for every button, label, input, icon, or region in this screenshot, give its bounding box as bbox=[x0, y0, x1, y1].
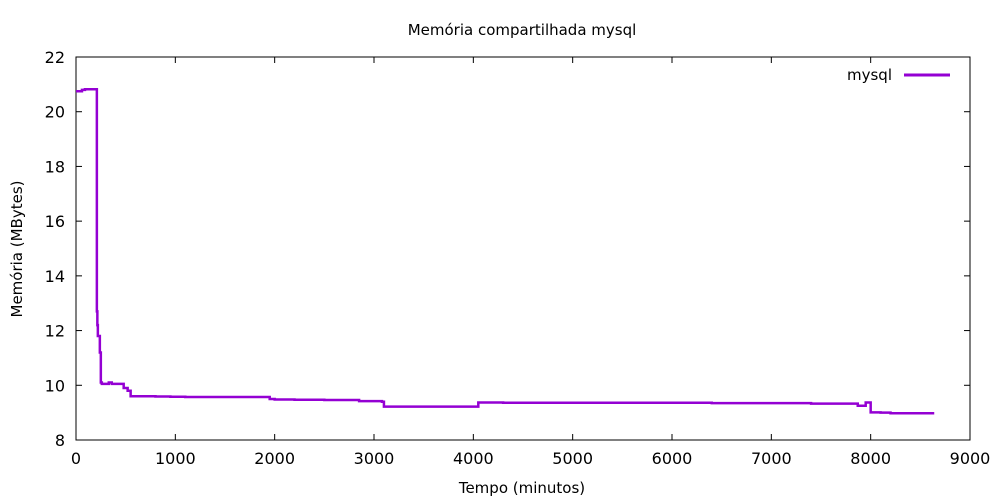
y-tick-label: 18 bbox=[45, 157, 65, 176]
y-tick-label: 20 bbox=[45, 103, 65, 122]
x-tick-label: 3000 bbox=[354, 449, 395, 468]
x-tick-label: 2000 bbox=[254, 449, 295, 468]
plot-border bbox=[75, 56, 971, 441]
y-axis-title: Memória (MBytes) bbox=[8, 181, 26, 318]
x-tick-label: 4000 bbox=[453, 449, 494, 468]
x-tick-label: 0 bbox=[71, 449, 81, 468]
x-tick-label: 6000 bbox=[652, 449, 693, 468]
y-tick-label: 22 bbox=[45, 48, 65, 67]
y-tick-label: 16 bbox=[45, 212, 65, 231]
y-tick-label: 12 bbox=[45, 322, 65, 341]
plot-frame bbox=[75, 56, 971, 441]
chart-title: Memória compartilhada mysql bbox=[408, 21, 637, 39]
legend: mysql bbox=[847, 66, 950, 84]
y-axis: 8 10 12 14 16 18 20 22 bbox=[45, 48, 970, 450]
legend-label-mysql: mysql bbox=[847, 66, 892, 84]
x-axis: 0 1000 2000 3000 4000 5000 6000 7000 8000 9000 bbox=[71, 57, 990, 468]
y-tick-label: 14 bbox=[45, 267, 65, 286]
x-tick-label: 7000 bbox=[751, 449, 792, 468]
x-axis-title: Tempo (minutos) bbox=[458, 479, 585, 497]
y-tick-label: 8 bbox=[55, 431, 65, 450]
series-line-mysql bbox=[76, 88, 935, 415]
x-tick-label: 1000 bbox=[155, 449, 196, 468]
series-group bbox=[76, 88, 935, 415]
y-tick-label: 10 bbox=[45, 376, 65, 395]
x-tick-label: 8000 bbox=[850, 449, 891, 468]
x-tick-label: 9000 bbox=[950, 449, 991, 468]
x-tick-label: 5000 bbox=[552, 449, 593, 468]
